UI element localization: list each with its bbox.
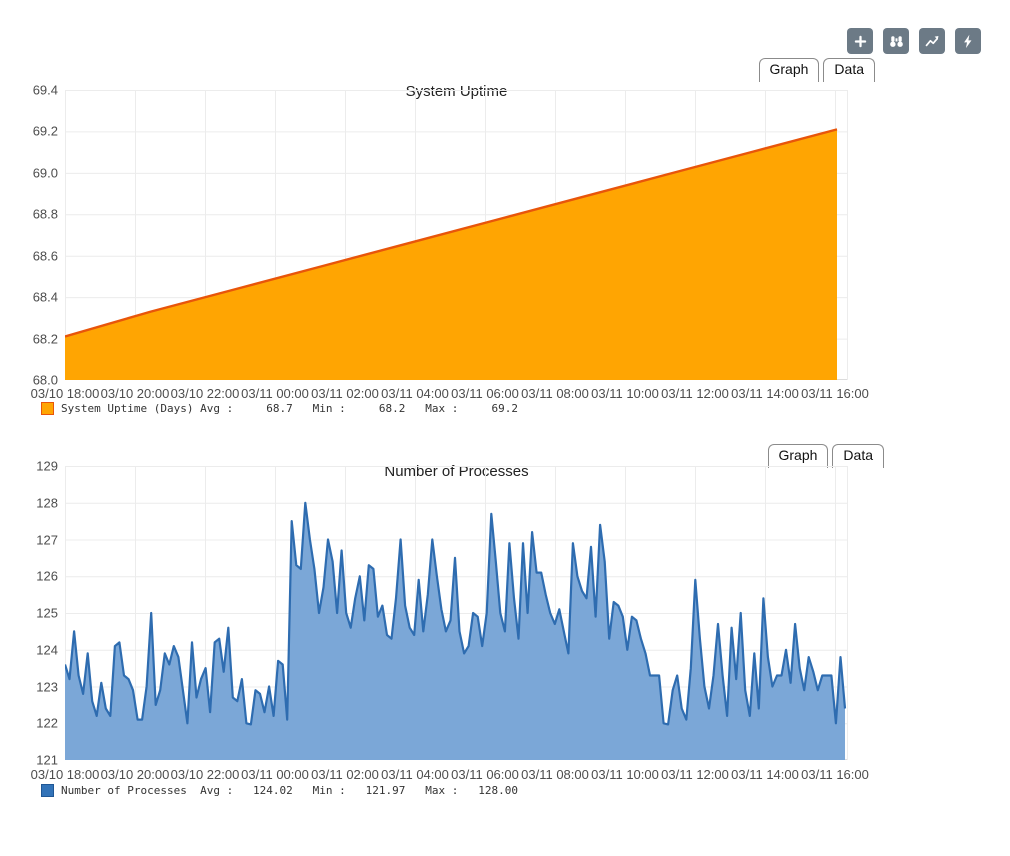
uptime-tabs: Graph Data — [758, 58, 875, 82]
y-tick-label: 68.0 — [32, 372, 58, 388]
x-tick-label: 03/11 16:00 — [801, 767, 869, 782]
x-tick-label: 03/11 12:00 — [661, 767, 729, 782]
x-tick-label: 03/11 10:00 — [591, 767, 659, 782]
x-tick-label: 03/11 14:00 — [731, 386, 799, 401]
line-chart-button[interactable] — [919, 28, 945, 54]
y-tick-label: 122 — [36, 715, 58, 731]
uptime-legend: System Uptime (Days) Avg : 68.7 Min : 68… — [41, 402, 518, 415]
processes-chart — [63, 466, 848, 760]
tab-data[interactable]: Data — [823, 58, 875, 82]
plus-icon — [852, 33, 869, 50]
lightning-icon — [960, 33, 977, 50]
y-tick-label: 69.2 — [32, 123, 58, 139]
y-tick-label: 124 — [36, 642, 58, 658]
y-tick-label: 68.4 — [32, 289, 58, 305]
x-tick-label: 03/10 18:00 — [30, 386, 100, 401]
x-tick-label: 03/11 10:00 — [591, 386, 659, 401]
x-tick-label: 03/11 00:00 — [241, 386, 309, 401]
y-tick-label: 129 — [36, 458, 58, 474]
x-tick-label: 03/10 22:00 — [170, 767, 240, 782]
y-tick-label: 127 — [36, 532, 58, 547]
processes-x-axis: 03/10 18:00 03/10 20:00 03/10 22:00 03/11 0… — [31, 767, 869, 783]
x-tick-label: 03/10 20:00 — [100, 767, 170, 782]
y-tick-label: 69.0 — [32, 165, 58, 181]
x-tick-label: 03/11 02:00 — [311, 386, 379, 401]
uptime-y-axis: 69.4 69.2 69.0 68.8 68.6 68.4 68.2 68.0 — [16, 83, 58, 388]
processes-legend-swatch — [41, 784, 54, 797]
processes-legend-text: Number of Processes Avg : 124.02 Min : 1… — [61, 784, 518, 797]
search-button[interactable] — [883, 28, 909, 54]
binoculars-icon — [888, 33, 905, 50]
x-tick-label: 03/11 14:00 — [731, 767, 799, 782]
x-tick-label: 03/11 00:00 — [241, 767, 309, 782]
processes-legend: Number of Processes Avg : 124.02 Min : 1… — [41, 784, 518, 797]
x-tick-label: 03/11 04:00 — [381, 767, 449, 782]
uptime-x-axis: 03/10 18:00 03/10 20:00 03/10 22:00 03/11 0… — [31, 386, 869, 402]
x-tick-label: 03/10 22:00 — [170, 386, 240, 401]
tab-graph[interactable]: Graph — [758, 58, 820, 82]
processes-tabs: Graph Data — [767, 444, 884, 468]
tab-data[interactable]: Data — [832, 444, 884, 468]
x-tick-label: 03/11 04:00 — [381, 386, 449, 401]
uptime-chart — [64, 90, 848, 380]
x-tick-label: 03/11 02:00 — [311, 767, 379, 782]
y-tick-label: 69.4 — [32, 82, 58, 98]
x-tick-label: 03/11 12:00 — [661, 386, 729, 401]
y-tick-label: 68.6 — [32, 248, 58, 264]
x-tick-label: 03/11 08:00 — [521, 767, 589, 782]
processes-y-axis: 129 128 127 126 125 124 123 122 121 — [16, 459, 58, 768]
add-button[interactable] — [847, 28, 873, 54]
tab-graph[interactable]: Graph — [767, 444, 829, 468]
y-tick-label: 121 — [36, 752, 58, 768]
x-tick-label: 03/11 16:00 — [801, 386, 869, 401]
x-tick-label: 03/11 06:00 — [451, 386, 519, 401]
y-tick-label: 126 — [36, 568, 58, 584]
uptime-legend-swatch — [41, 402, 54, 415]
uptime-chart-title: System Uptime — [405, 83, 508, 100]
y-tick-label: 128 — [36, 495, 58, 511]
processes-chart-title: Number of Processes — [384, 463, 529, 480]
toolbar — [847, 28, 981, 54]
x-tick-label: 03/10 18:00 — [30, 767, 100, 782]
y-tick-label: 68.2 — [32, 331, 58, 347]
x-tick-label: 03/11 08:00 — [521, 386, 589, 401]
x-tick-label: 03/10 20:00 — [100, 386, 170, 401]
uptime-legend-text: System Uptime (Days) Avg : 68.7 Min : 68… — [61, 402, 518, 415]
x-tick-label: 03/11 06:00 — [451, 767, 519, 782]
lightning-button[interactable] — [955, 28, 981, 54]
line-chart-icon — [924, 33, 941, 50]
y-tick-label: 68.8 — [32, 206, 58, 222]
y-tick-label: 125 — [36, 605, 58, 621]
y-tick-label: 123 — [36, 679, 58, 694]
